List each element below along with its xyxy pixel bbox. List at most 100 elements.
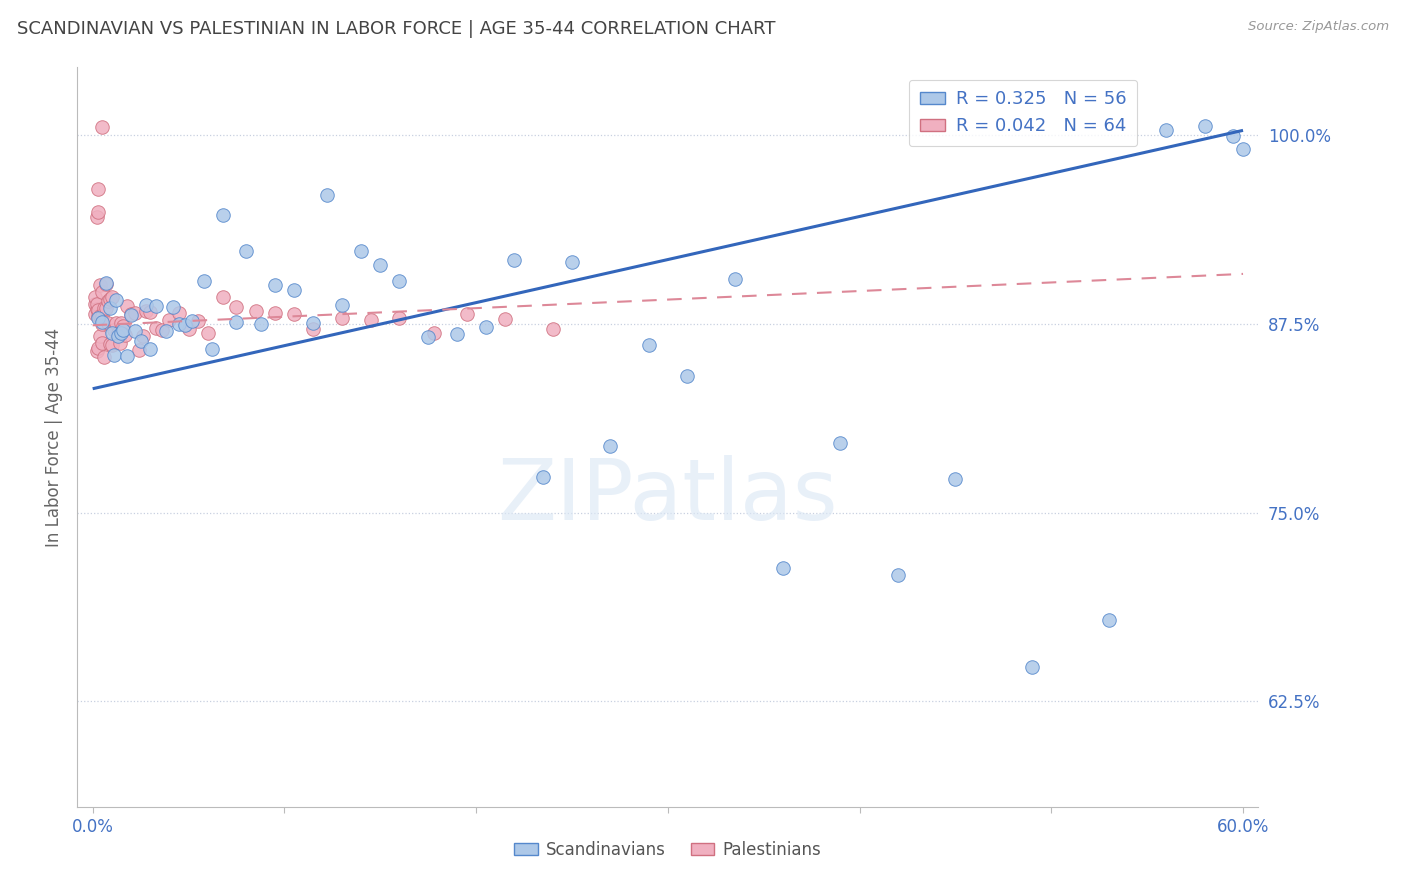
Point bbox=[104, 317, 127, 331]
Point bbox=[225, 315, 247, 329]
Point bbox=[110, 316, 132, 330]
Point bbox=[177, 322, 200, 336]
Point bbox=[423, 326, 446, 340]
Point bbox=[1232, 142, 1254, 156]
Point bbox=[1021, 660, 1043, 674]
Point bbox=[330, 310, 353, 325]
Point bbox=[1194, 119, 1216, 133]
Point bbox=[128, 343, 150, 357]
Point bbox=[181, 313, 204, 327]
Point bbox=[86, 302, 108, 317]
Point bbox=[167, 306, 190, 320]
Point bbox=[494, 312, 516, 326]
Point bbox=[167, 317, 190, 331]
Point bbox=[83, 307, 105, 321]
Point bbox=[388, 310, 411, 325]
Point bbox=[315, 187, 337, 202]
Point bbox=[561, 255, 583, 269]
Point bbox=[101, 326, 124, 341]
Point bbox=[225, 300, 247, 314]
Point bbox=[1098, 613, 1121, 627]
Point bbox=[107, 329, 129, 343]
Point bbox=[637, 338, 659, 352]
Point bbox=[86, 343, 108, 358]
Point bbox=[212, 208, 235, 222]
Point bbox=[830, 436, 852, 450]
Point bbox=[87, 181, 110, 195]
Point bbox=[101, 338, 124, 352]
Point bbox=[98, 301, 121, 315]
Point bbox=[112, 323, 135, 337]
Point bbox=[97, 316, 120, 330]
Point bbox=[197, 326, 219, 341]
Point bbox=[107, 326, 129, 340]
Text: SCANDINAVIAN VS PALESTINIAN IN LABOR FORCE | AGE 35-44 CORRELATION CHART: SCANDINAVIAN VS PALESTINIAN IN LABOR FOR… bbox=[17, 20, 775, 37]
Point bbox=[86, 211, 108, 225]
Point bbox=[91, 285, 114, 299]
Point bbox=[173, 318, 195, 332]
Point bbox=[129, 334, 152, 348]
Point bbox=[115, 299, 138, 313]
Point bbox=[91, 335, 114, 350]
Point bbox=[89, 309, 111, 323]
Point bbox=[145, 320, 167, 334]
Text: Source: ZipAtlas.com: Source: ZipAtlas.com bbox=[1249, 20, 1389, 33]
Point bbox=[446, 327, 468, 342]
Point bbox=[139, 305, 162, 319]
Text: ZIPatlas: ZIPatlas bbox=[498, 455, 838, 538]
Point bbox=[97, 293, 120, 308]
Point bbox=[235, 244, 257, 258]
Point bbox=[103, 322, 125, 336]
Point bbox=[87, 303, 110, 318]
Point bbox=[145, 299, 167, 313]
Point bbox=[1156, 123, 1178, 137]
Point bbox=[187, 314, 209, 328]
Point bbox=[87, 310, 110, 324]
Point bbox=[1222, 129, 1244, 144]
Point bbox=[120, 309, 142, 323]
Point bbox=[108, 336, 131, 351]
Point bbox=[93, 301, 115, 316]
Point bbox=[157, 313, 180, 327]
Point bbox=[200, 342, 222, 356]
Point bbox=[350, 244, 373, 258]
Point bbox=[503, 253, 526, 268]
Point bbox=[94, 301, 117, 316]
Point bbox=[91, 120, 114, 134]
Point bbox=[83, 289, 105, 303]
Point bbox=[155, 324, 177, 338]
Point bbox=[120, 307, 142, 321]
Point bbox=[83, 297, 105, 311]
Point bbox=[98, 337, 121, 351]
Point bbox=[724, 272, 747, 286]
Point bbox=[772, 561, 794, 575]
Point bbox=[245, 304, 267, 318]
Point bbox=[150, 323, 173, 337]
Point bbox=[388, 274, 411, 288]
Point bbox=[945, 472, 967, 486]
Point bbox=[302, 321, 325, 335]
Point bbox=[250, 318, 273, 332]
Y-axis label: In Labor Force | Age 35-44: In Labor Force | Age 35-44 bbox=[45, 327, 63, 547]
Point bbox=[368, 258, 391, 272]
Point bbox=[676, 368, 699, 383]
Point bbox=[263, 277, 285, 292]
Point bbox=[124, 306, 146, 320]
Point bbox=[330, 298, 353, 312]
Point bbox=[91, 317, 114, 331]
Point bbox=[89, 277, 111, 292]
Point bbox=[212, 290, 235, 304]
Point bbox=[104, 293, 127, 307]
Point bbox=[110, 326, 132, 340]
Point bbox=[87, 310, 110, 325]
Point bbox=[89, 329, 111, 343]
Point bbox=[131, 328, 153, 343]
Point bbox=[139, 342, 162, 356]
Point bbox=[135, 304, 157, 318]
Point bbox=[418, 330, 440, 344]
Point bbox=[94, 277, 117, 292]
Point bbox=[541, 321, 564, 335]
Point bbox=[531, 470, 554, 484]
Point bbox=[456, 307, 478, 321]
Legend: Scandinavians, Palestinians: Scandinavians, Palestinians bbox=[508, 834, 828, 865]
